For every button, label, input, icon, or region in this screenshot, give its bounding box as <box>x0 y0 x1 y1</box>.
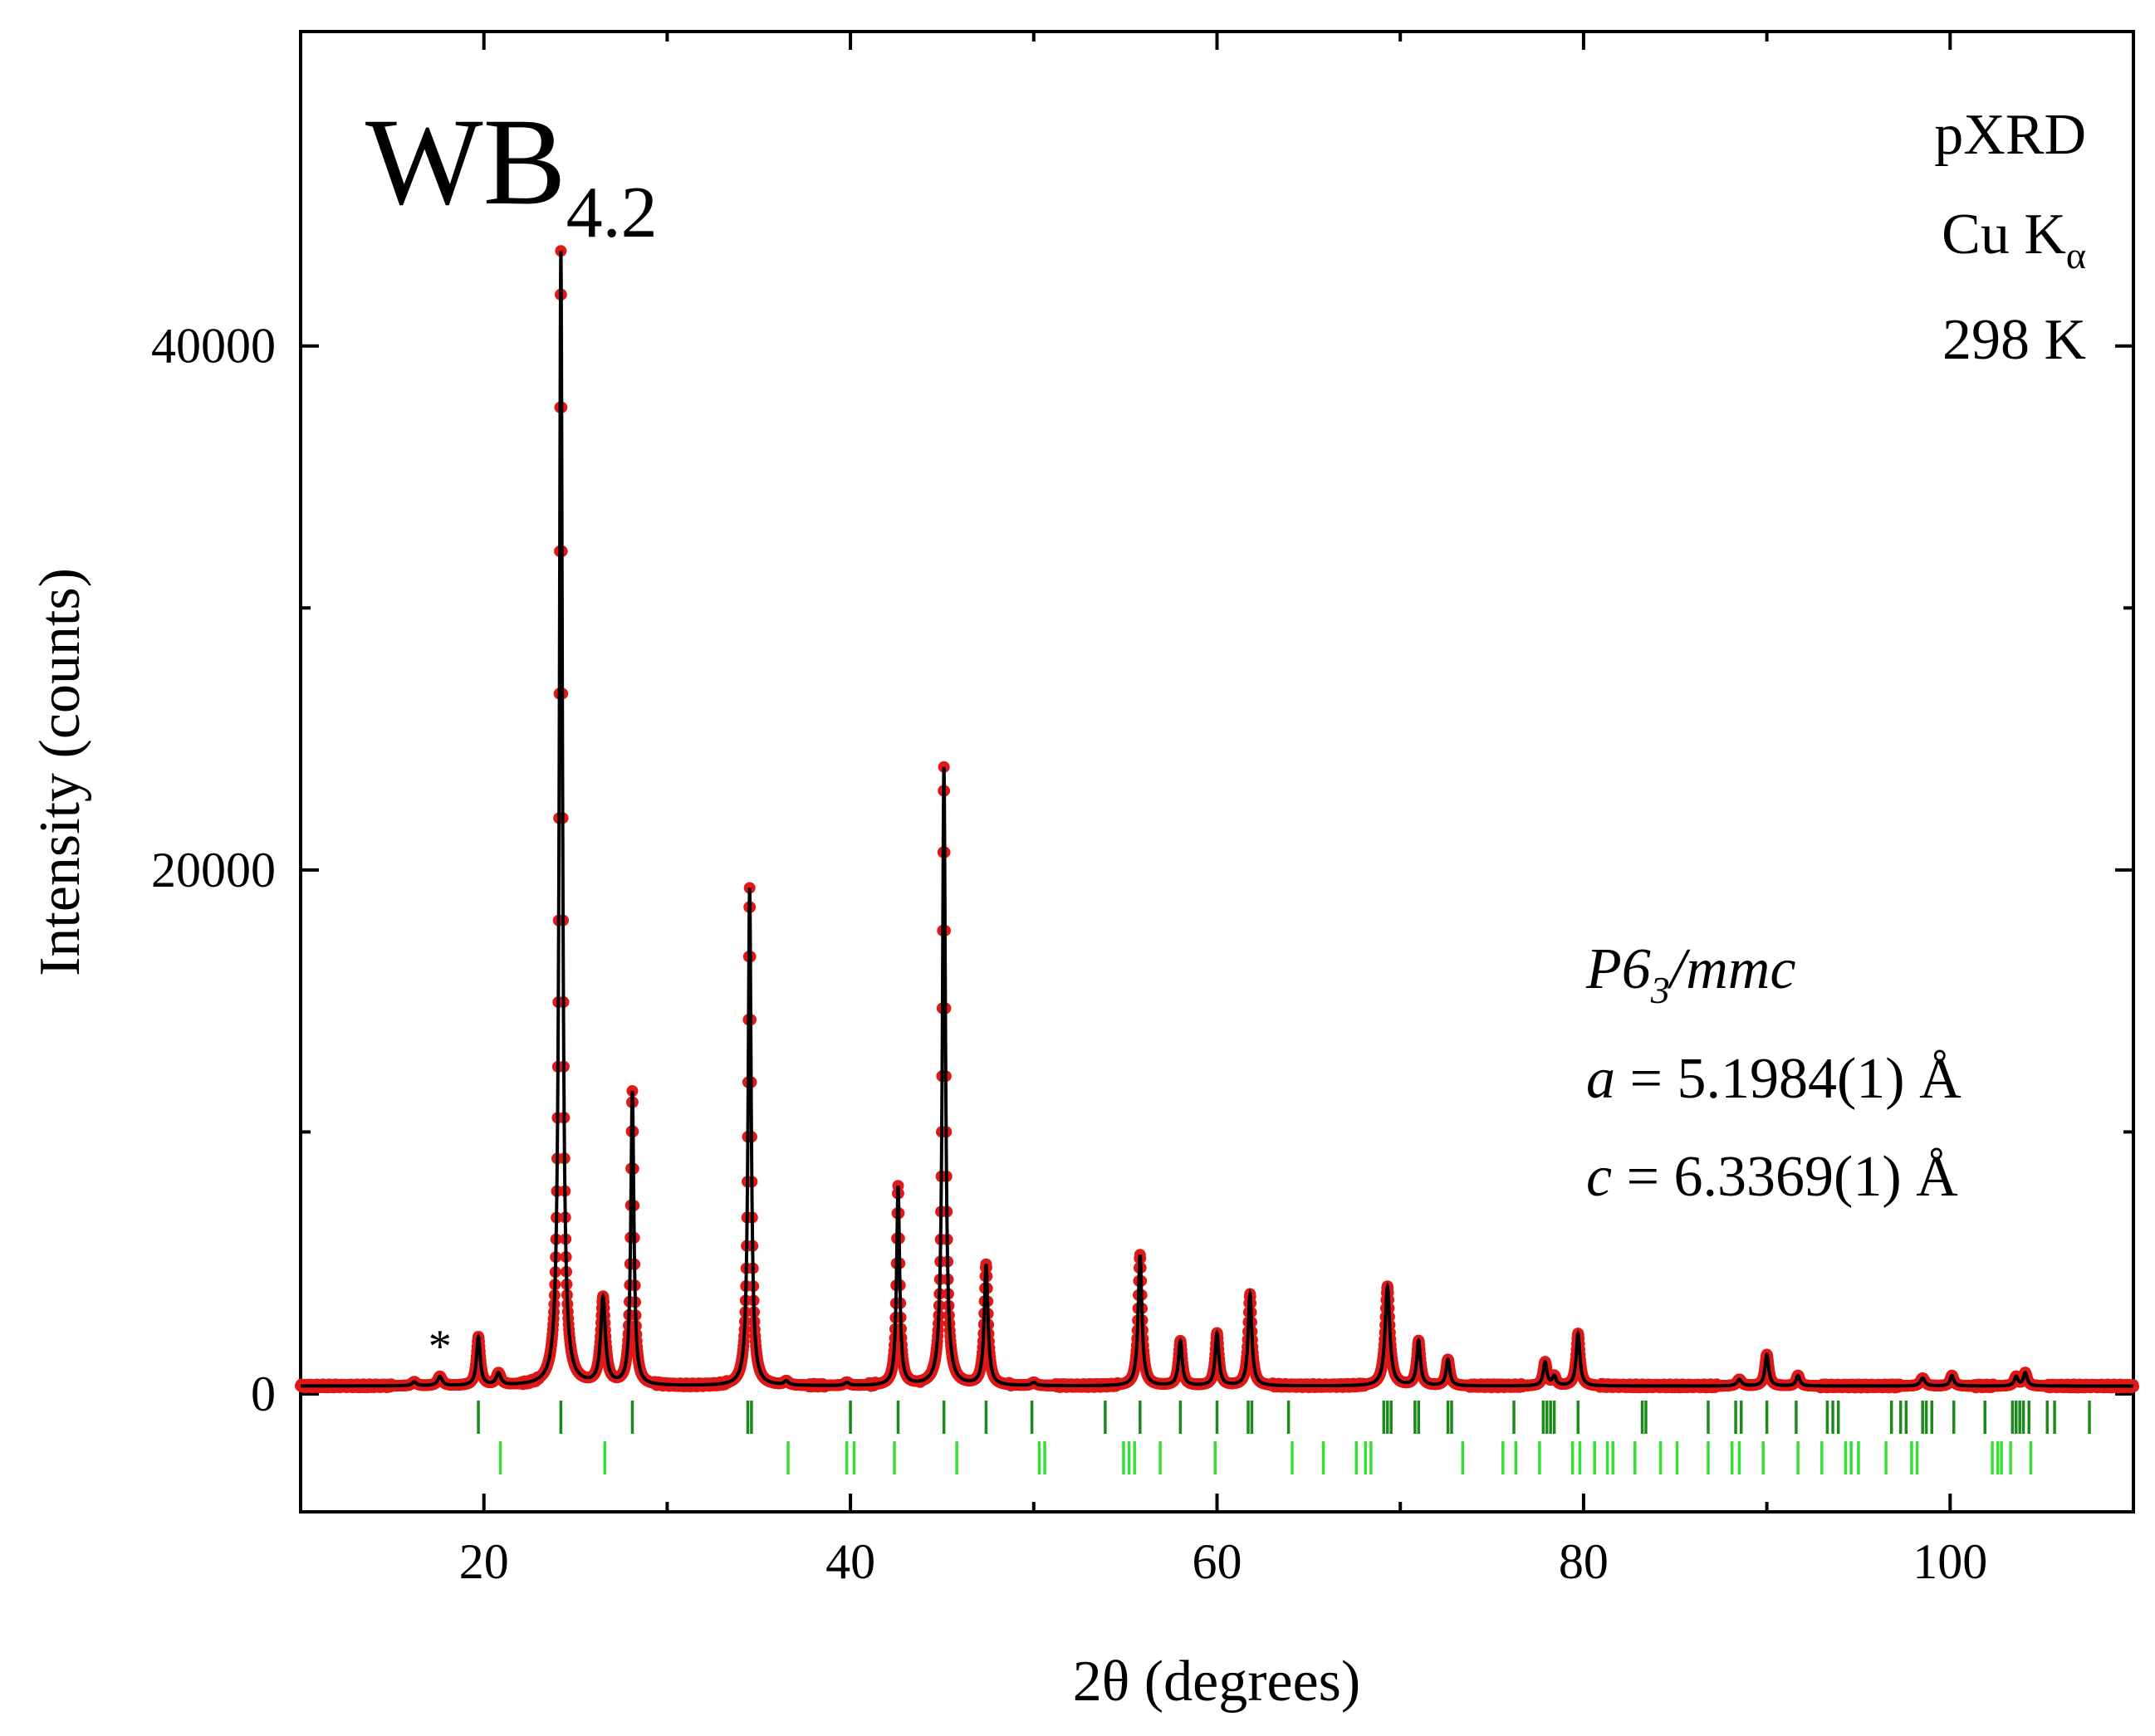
x-tick-label: 60 <box>1193 1534 1242 1589</box>
reflection-ticks-main-phase <box>477 1401 2091 1434</box>
y-tick-labels: 0 20000 40000 <box>151 319 276 1421</box>
axis-ticks <box>301 32 2133 1512</box>
x-tick-label: 20 <box>459 1534 509 1589</box>
x-tick-label: 100 <box>1913 1534 1987 1589</box>
x-tick-label: 80 <box>1559 1534 1609 1589</box>
x-tick-labels: 20 40 60 80 100 <box>459 1534 1988 1589</box>
y-tick-label: 20000 <box>151 843 276 897</box>
x-tick-label: 40 <box>825 1534 875 1589</box>
y-tick-label: 0 <box>251 1367 276 1421</box>
plot-frame <box>299 30 2135 1513</box>
reflection-ticks-secondary-phase <box>498 1441 2033 1474</box>
y-tick-label: 40000 <box>151 319 276 374</box>
observed-series <box>295 245 2139 1394</box>
